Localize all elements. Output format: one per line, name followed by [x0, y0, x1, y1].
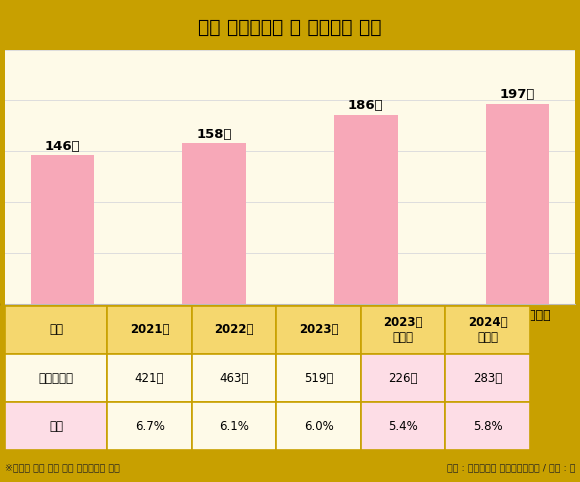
Bar — [107, 402, 192, 450]
Bar — [5, 354, 107, 402]
Bar — [31, 155, 95, 304]
Text: 283억: 283억 — [473, 372, 502, 385]
Bar — [107, 306, 192, 354]
Text: 2022년: 2022년 — [215, 323, 254, 336]
Bar — [334, 115, 398, 304]
Text: 보령 연구개발비 및 연구인력 추이: 보령 연구개발비 및 연구인력 추이 — [198, 18, 382, 37]
Bar — [5, 306, 107, 354]
Bar — [276, 402, 361, 450]
Text: 구분: 구분 — [49, 323, 63, 336]
Text: 2023년
상반기: 2023년 상반기 — [383, 316, 423, 344]
Text: 5.8%: 5.8% — [473, 419, 502, 432]
Bar — [485, 104, 549, 304]
Bar — [445, 402, 530, 450]
Text: 2023년: 2023년 — [299, 323, 338, 336]
Bar — [276, 306, 361, 354]
Bar — [192, 354, 276, 402]
Text: 463억: 463억 — [219, 372, 249, 385]
Text: 6.1%: 6.1% — [219, 419, 249, 432]
Bar — [445, 306, 530, 354]
Text: 6.7%: 6.7% — [135, 419, 165, 432]
Text: 5.4%: 5.4% — [388, 419, 418, 432]
Text: 421억: 421억 — [135, 372, 164, 385]
Bar — [192, 402, 276, 450]
Text: 연구개발비: 연구개발비 — [38, 372, 74, 385]
Text: 146명: 146명 — [45, 140, 80, 153]
Text: 6.0%: 6.0% — [304, 419, 334, 432]
Bar — [192, 306, 276, 354]
Text: 2021년: 2021년 — [130, 323, 169, 336]
Bar — [445, 354, 530, 402]
Bar — [361, 306, 445, 354]
Text: ※비중은 진사 매출 대비 연구개발비 비중: ※비중은 진사 매출 대비 연구개발비 비중 — [5, 463, 119, 472]
Text: 2024년
싱빈기: 2024년 싱빈기 — [467, 316, 508, 344]
Text: 519억: 519억 — [304, 372, 334, 385]
Bar — [361, 354, 445, 402]
Text: 158명: 158명 — [197, 128, 232, 141]
Text: 자료 : 금융감독원 전자공시시스템 / 단위 : 원: 자료 : 금융감독원 전자공시시스템 / 단위 : 원 — [447, 463, 575, 472]
Bar — [276, 354, 361, 402]
Text: 186명: 186명 — [348, 99, 383, 112]
Bar — [361, 402, 445, 450]
Bar — [107, 354, 192, 402]
Text: 226억: 226억 — [388, 372, 418, 385]
Text: 197명: 197명 — [500, 88, 535, 101]
Bar — [182, 143, 246, 304]
Bar — [5, 402, 107, 450]
Text: 비중: 비중 — [49, 419, 63, 432]
